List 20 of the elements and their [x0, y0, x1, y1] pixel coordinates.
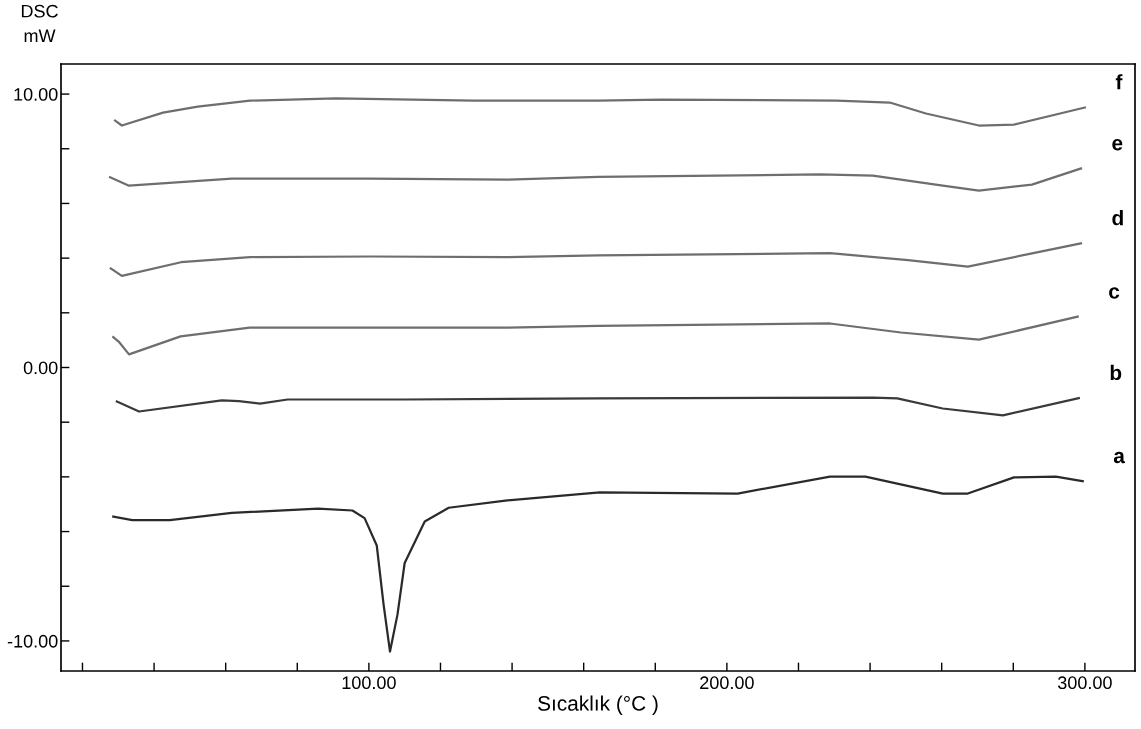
x-axis-title: Sıcaklık (°C )	[538, 695, 658, 715]
y-tick-label: 0.00	[23, 361, 58, 375]
y-tick-label: -10.00	[7, 634, 58, 648]
line-series	[113, 97, 1086, 127]
series-label: a	[1113, 451, 1126, 464]
line-series	[108, 167, 1083, 192]
x-tick-label: 100.00	[342, 676, 396, 690]
series-label: d	[1112, 210, 1123, 226]
y-axis-title: DSC mW	[21, 4, 58, 43]
series-label: b	[1110, 364, 1122, 381]
line-series	[109, 242, 1083, 278]
series-label: e	[1112, 139, 1123, 151]
x-tick-label: 300.00	[1057, 676, 1112, 690]
x-tick-label: 200.00	[700, 676, 754, 690]
line-series	[112, 315, 1079, 356]
series-label: f	[1115, 74, 1123, 90]
line-series	[112, 475, 1084, 653]
line-series	[115, 396, 1080, 417]
series-label: c	[1109, 287, 1120, 299]
y-tick-label: 10.00	[14, 88, 58, 101]
